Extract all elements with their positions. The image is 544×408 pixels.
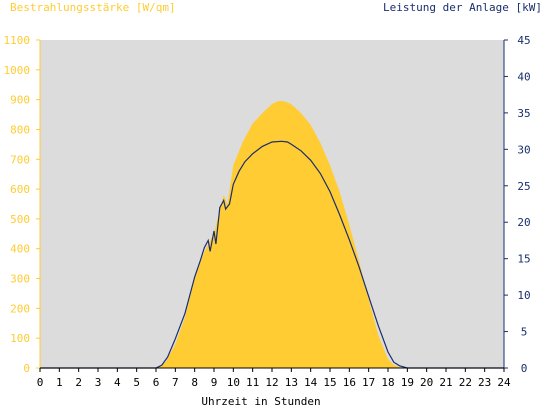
x-axis-tick-label: 20 bbox=[420, 376, 433, 389]
right-axis-title: Leistung der Anlage [kW] bbox=[383, 1, 542, 14]
x-axis-tick-label: 15 bbox=[323, 376, 336, 389]
x-axis-tick-label: 12 bbox=[265, 376, 278, 389]
x-axis-tick-label: 8 bbox=[191, 376, 198, 389]
left-axis-tick-label: 1000 bbox=[4, 64, 31, 77]
x-axis-tick-label: 4 bbox=[114, 376, 121, 389]
x-axis-tick-label: 17 bbox=[362, 376, 375, 389]
x-axis-tick-label: 3 bbox=[95, 376, 102, 389]
x-axis-tick-label: 21 bbox=[439, 376, 452, 389]
left-axis-tick-label: 200 bbox=[10, 302, 30, 315]
x-axis-tick-label: 6 bbox=[153, 376, 160, 389]
left-axis-tick-label: 1100 bbox=[4, 34, 31, 47]
right-axis-tick-label: 0 bbox=[521, 362, 528, 375]
x-axis-title: Uhrzeit in Stunden bbox=[201, 395, 320, 408]
x-axis-tick-label: 1 bbox=[56, 376, 63, 389]
x-axis-tick-label: 19 bbox=[401, 376, 414, 389]
left-axis-tick-label: 900 bbox=[10, 94, 30, 107]
left-axis-title: Bestrahlungsstärke [W/qm] bbox=[10, 1, 176, 14]
right-axis-tick-label: 30 bbox=[517, 143, 530, 156]
left-axis-tick-label: 300 bbox=[10, 273, 30, 286]
right-axis-tick-label: 40 bbox=[517, 70, 530, 83]
right-axis-tick-label: 35 bbox=[517, 107, 530, 120]
x-axis-tick-label: 0 bbox=[37, 376, 44, 389]
left-axis-tick-label: 400 bbox=[10, 243, 30, 256]
x-axis-tick-label: 13 bbox=[285, 376, 298, 389]
x-axis-tick-label: 22 bbox=[459, 376, 472, 389]
x-axis-tick-label: 24 bbox=[497, 376, 511, 389]
left-axis-tick-label: 100 bbox=[10, 332, 30, 345]
right-axis-tick-label: 5 bbox=[521, 326, 528, 339]
left-axis-tick-label: 800 bbox=[10, 123, 30, 136]
x-axis-tick-label: 16 bbox=[343, 376, 356, 389]
x-axis-tick-label: 9 bbox=[211, 376, 218, 389]
left-axis-tick-label: 600 bbox=[10, 183, 30, 196]
x-axis-tick-label: 23 bbox=[478, 376, 491, 389]
x-axis-tick-label: 2 bbox=[75, 376, 82, 389]
left-axis-tick-label: 500 bbox=[10, 213, 30, 226]
x-axis-tick-label: 11 bbox=[246, 376, 259, 389]
irradiance-area bbox=[40, 101, 504, 368]
x-axis-tick-label: 7 bbox=[172, 376, 179, 389]
x-axis-tick-label: 14 bbox=[304, 376, 318, 389]
left-axis-tick-label: 0 bbox=[23, 362, 30, 375]
right-axis-tick-label: 45 bbox=[517, 34, 530, 47]
x-axis-tick-label: 5 bbox=[133, 376, 140, 389]
x-axis-tick-label: 10 bbox=[227, 376, 240, 389]
right-axis-tick-label: 25 bbox=[517, 180, 530, 193]
right-axis-tick-label: 15 bbox=[517, 253, 530, 266]
x-axis-tick-label: 18 bbox=[381, 376, 394, 389]
left-axis-tick-label: 700 bbox=[10, 153, 30, 166]
power-line bbox=[40, 140, 504, 369]
right-axis-tick-label: 10 bbox=[517, 289, 530, 302]
right-axis-tick-label: 20 bbox=[517, 216, 530, 229]
